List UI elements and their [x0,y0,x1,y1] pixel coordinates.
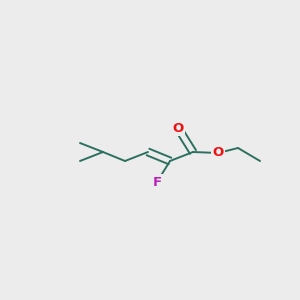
Text: F: F [152,176,162,188]
Text: O: O [172,122,184,134]
Text: O: O [212,146,224,160]
